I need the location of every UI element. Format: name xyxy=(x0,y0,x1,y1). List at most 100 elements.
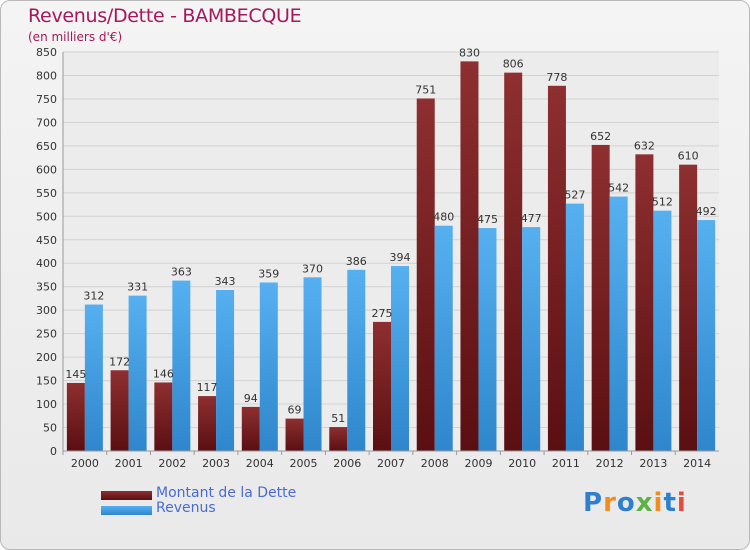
bar-dette xyxy=(66,382,85,451)
y-tick-label: 150 xyxy=(36,375,57,388)
x-tick-label: 2013 xyxy=(639,457,667,470)
y-tick-label: 550 xyxy=(36,187,57,200)
logo-letter: r xyxy=(603,488,617,518)
bar-dette xyxy=(110,370,129,451)
bar-dette xyxy=(241,406,260,451)
proxiti-logo: Proxiti xyxy=(583,488,687,518)
bar-revenus xyxy=(478,228,497,451)
bar-dette xyxy=(591,144,610,451)
bar-dette xyxy=(460,61,479,451)
data-label-revenus: 386 xyxy=(346,255,367,268)
bar-revenus xyxy=(653,210,672,451)
bar-dette xyxy=(329,427,348,451)
legend-label-revenus: Revenus xyxy=(156,500,216,516)
chart-subtitle: (en milliers d'€) xyxy=(28,30,123,44)
logo-letter: P xyxy=(583,488,604,518)
data-label-revenus: 512 xyxy=(652,196,673,209)
y-tick-label: 500 xyxy=(36,210,57,223)
bar-dette xyxy=(679,164,698,452)
logo-letter: t xyxy=(663,488,677,518)
bar-revenus xyxy=(216,289,235,451)
logo-letter: i xyxy=(653,488,664,518)
data-label-dette: 806 xyxy=(503,58,524,71)
bar-revenus xyxy=(391,266,409,451)
data-label-dette: 652 xyxy=(590,130,611,143)
y-tick-label: 400 xyxy=(36,257,57,270)
data-label-revenus: 477 xyxy=(521,212,542,225)
data-label-dette: 778 xyxy=(546,71,567,84)
data-label-revenus: 312 xyxy=(83,290,104,303)
data-label-revenus: 475 xyxy=(477,213,498,226)
x-tick-label: 2014 xyxy=(683,457,711,470)
bar-dette xyxy=(154,382,173,451)
x-tick-label: 2006 xyxy=(333,457,361,470)
bar-revenus xyxy=(609,196,628,451)
bar-dette xyxy=(547,85,566,452)
x-tick-label: 2010 xyxy=(508,457,536,470)
data-label-revenus: 331 xyxy=(127,281,148,294)
x-tick-label: 2008 xyxy=(421,457,449,470)
bar-revenus xyxy=(522,227,541,451)
x-tick-label: 2001 xyxy=(115,457,143,470)
x-tick-label: 2002 xyxy=(158,457,186,470)
legend-label-dette: Montant de la Dette xyxy=(156,485,297,501)
x-tick-label: 2003 xyxy=(202,457,230,470)
data-label-revenus: 359 xyxy=(258,267,279,280)
data-label-dette: 69 xyxy=(288,404,302,417)
data-label-dette: 751 xyxy=(415,83,436,96)
data-label-dette: 51 xyxy=(331,412,345,425)
legend-swatch-revenus xyxy=(101,506,152,515)
bar-dette xyxy=(198,396,217,451)
data-label-revenus: 480 xyxy=(433,211,454,224)
bar-revenus xyxy=(434,225,453,451)
data-label-revenus: 343 xyxy=(215,275,236,288)
bar-revenus xyxy=(565,203,584,451)
x-tick-label: 2012 xyxy=(596,457,624,470)
y-tick-label: 850 xyxy=(36,46,57,59)
data-label-dette: 830 xyxy=(459,46,480,59)
y-tick-label: 800 xyxy=(36,69,57,82)
data-label-dette: 610 xyxy=(678,150,699,163)
logo-letter: x xyxy=(635,488,654,518)
data-label-revenus: 363 xyxy=(171,266,192,279)
bar-revenus xyxy=(303,277,322,451)
y-tick-label: 350 xyxy=(36,281,57,294)
x-tick-label: 2000 xyxy=(71,457,99,470)
data-label-revenus: 492 xyxy=(696,205,717,218)
y-tick-label: 750 xyxy=(36,93,57,106)
bar-revenus xyxy=(128,295,147,451)
data-label-dette: 275 xyxy=(372,307,393,320)
bar-revenus xyxy=(259,282,278,451)
bar-dette xyxy=(416,98,435,451)
bar-revenus xyxy=(172,280,191,451)
data-label-dette: 632 xyxy=(634,139,655,152)
bar-dette xyxy=(635,154,654,451)
bar-revenus xyxy=(697,220,716,451)
x-tick-label: 2007 xyxy=(377,457,405,470)
x-tick-label: 2009 xyxy=(464,457,492,470)
bar-dette xyxy=(373,321,391,451)
y-tick-label: 700 xyxy=(36,116,57,129)
bar-revenus xyxy=(347,269,366,451)
logo-letter: i xyxy=(676,488,687,518)
y-tick-label: 100 xyxy=(36,398,57,411)
data-label-revenus: 394 xyxy=(390,251,411,264)
data-label-revenus: 370 xyxy=(302,262,323,275)
x-tick-label: 2004 xyxy=(246,457,274,470)
y-tick-label: 50 xyxy=(43,422,57,435)
logo-letter: o xyxy=(616,488,636,518)
bar-revenus xyxy=(84,304,103,451)
bar-dette xyxy=(285,418,304,451)
y-tick-label: 250 xyxy=(36,328,57,341)
y-tick-label: 300 xyxy=(36,304,57,317)
data-label-dette: 145 xyxy=(65,368,86,381)
data-label-revenus: 542 xyxy=(608,182,629,195)
y-tick-label: 600 xyxy=(36,163,57,176)
data-label-revenus: 527 xyxy=(564,189,585,202)
data-label-dette: 172 xyxy=(109,355,130,368)
y-tick-label: 0 xyxy=(50,445,57,458)
data-label-dette: 146 xyxy=(153,367,174,380)
data-label-dette: 117 xyxy=(197,381,218,394)
